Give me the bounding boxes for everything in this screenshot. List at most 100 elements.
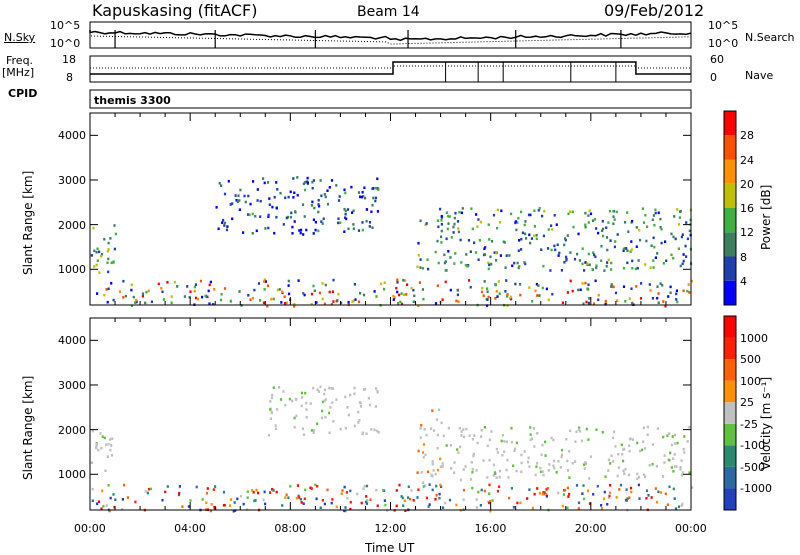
velocity-cell	[417, 488, 420, 491]
velocity-cell	[578, 426, 581, 430]
power-cell	[558, 251, 561, 255]
power-cell	[444, 260, 447, 263]
velocity-cell	[434, 498, 437, 501]
power-cell	[563, 243, 566, 247]
velocity-cell	[353, 386, 356, 390]
velocity-colorbar-segment	[724, 337, 736, 360]
velocity-cell	[361, 432, 364, 436]
velocity-cell	[566, 486, 569, 490]
velocity-cell	[539, 466, 542, 470]
velocity-cell	[631, 438, 635, 441]
velocity-cell	[483, 489, 486, 493]
power-cell	[354, 298, 357, 301]
power-cell	[440, 229, 443, 233]
power-cell	[445, 237, 448, 241]
power-cell	[130, 288, 133, 292]
velocity-cell	[305, 415, 308, 419]
velocity-cell	[353, 392, 356, 396]
power-cell	[344, 209, 347, 213]
velocity-cell	[149, 487, 152, 491]
power-cell	[566, 291, 569, 294]
velocity-cell	[462, 498, 465, 501]
power-cell	[271, 205, 274, 209]
velocity-cell	[349, 393, 352, 397]
velocity-cell	[562, 493, 565, 496]
power-cell	[107, 241, 110, 245]
power-cell	[459, 238, 462, 242]
velocity-cell	[421, 451, 425, 454]
velocity-cell	[114, 498, 117, 501]
power-cell	[686, 237, 689, 241]
velocity-cell	[435, 494, 438, 497]
power-cell	[402, 279, 405, 282]
power-cell	[293, 191, 296, 195]
power-cell	[564, 237, 567, 240]
velocity-ytick-label-1: 2000	[58, 423, 86, 437]
velocity-cell	[234, 509, 237, 512]
power-cell	[440, 214, 443, 218]
power-cell	[506, 304, 509, 307]
power-cell	[644, 213, 647, 217]
power-cell	[517, 249, 520, 252]
power-cell	[134, 301, 137, 304]
power-colorbar-tick-2: 12	[740, 226, 754, 240]
power-cell	[300, 228, 303, 232]
power-cell	[641, 207, 644, 210]
velocity-cell	[328, 386, 331, 390]
velocity-cell	[670, 466, 673, 469]
velocity-cell	[508, 496, 511, 500]
velocity-cell	[475, 469, 478, 472]
power-cell	[440, 223, 443, 226]
power-cell	[533, 234, 536, 238]
power-cell	[443, 261, 446, 265]
power-cell	[96, 292, 99, 295]
power-cell	[254, 214, 257, 218]
power-cell	[312, 218, 315, 222]
power-cell	[487, 261, 490, 265]
power-cell	[486, 298, 489, 301]
power-cell	[357, 229, 361, 232]
velocity-cell	[232, 509, 235, 513]
power-cell	[398, 293, 401, 297]
power-cell	[602, 234, 605, 238]
velocity-cell	[424, 484, 427, 487]
power-cell	[259, 215, 262, 218]
power-cell	[363, 186, 366, 190]
noise-axis-top-left: 10^5	[50, 19, 81, 32]
velocity-cell	[505, 468, 508, 472]
velocity-cell	[642, 473, 646, 477]
velocity-cell	[344, 395, 347, 399]
power-cell	[434, 302, 438, 305]
power-cell	[465, 253, 468, 256]
power-cell	[460, 261, 463, 264]
power-cell	[150, 300, 153, 304]
power-cell	[395, 286, 398, 290]
power-cell	[449, 256, 452, 259]
power-cell	[602, 227, 605, 231]
velocity-cell	[435, 418, 439, 421]
power-cell	[453, 222, 456, 226]
velocity-cell	[279, 398, 283, 401]
velocity-cell	[431, 409, 434, 412]
power-cell	[612, 210, 615, 213]
power-cell	[487, 295, 490, 299]
velocity-cell	[344, 506, 347, 509]
power-cell	[419, 219, 422, 223]
velocity-cell	[269, 417, 273, 420]
power-cell	[656, 252, 659, 255]
velocity-cell	[315, 497, 318, 501]
power-cell	[682, 259, 685, 263]
velocity-cell	[144, 490, 147, 493]
power-cell	[457, 227, 460, 230]
velocity-cell	[440, 421, 443, 425]
velocity-cell	[512, 506, 515, 509]
velocity-cell	[195, 485, 198, 489]
velocity-cell	[533, 445, 536, 448]
power-cell	[578, 259, 581, 262]
power-cell	[441, 298, 444, 301]
velocity-cell	[432, 429, 436, 432]
velocity-cell	[489, 499, 492, 503]
power-cell	[262, 177, 265, 180]
power-cell	[276, 188, 279, 191]
power-cell	[292, 196, 295, 199]
